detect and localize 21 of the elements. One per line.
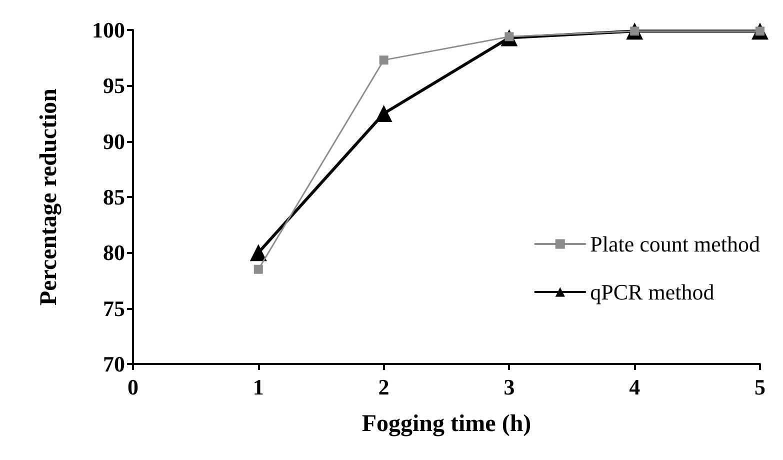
point	[379, 56, 388, 65]
x-tick-label: 4	[629, 374, 640, 400]
y-tick-label: 75	[103, 296, 125, 321]
y-tick-label: 95	[103, 73, 125, 98]
x-axis-title: Fogging time (h)	[362, 411, 532, 437]
y-tick-label: 90	[103, 128, 125, 154]
x-tick-label: 1	[252, 374, 264, 400]
x-tick-label: 5	[754, 374, 766, 400]
point	[375, 105, 392, 122]
y-tick-label: 80	[103, 240, 125, 266]
y-axis-title: Percentage reduction	[36, 88, 62, 306]
point	[254, 264, 263, 274]
x-tick-label: 3	[504, 374, 515, 400]
y-tick-label: 100	[92, 18, 125, 42]
x-tick-label: 0	[128, 374, 138, 400]
y-tick-label: 70	[103, 352, 125, 376]
legend-label: Plate count method	[590, 232, 760, 256]
y-tick-label: 85	[103, 184, 125, 210]
legend-label: qPCR method	[590, 280, 714, 304]
x-tick-label: 2	[378, 374, 390, 400]
point	[250, 244, 267, 262]
